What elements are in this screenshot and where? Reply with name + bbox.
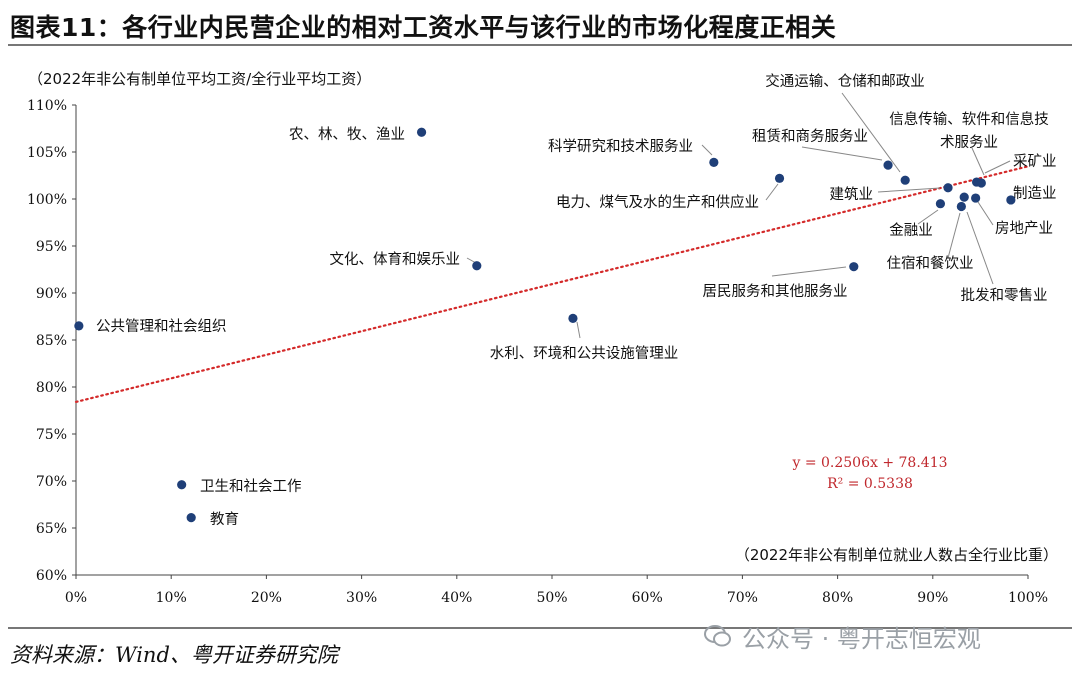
point-label: 采矿业 <box>1013 153 1057 170</box>
leader-line <box>971 147 985 176</box>
x-tick-label: 80% <box>822 590 853 606</box>
data-points <box>74 127 1016 523</box>
point-label: 金融业 <box>889 222 933 239</box>
y-tick-label: 75% <box>36 427 67 443</box>
leader-line <box>765 183 779 201</box>
y-tick-label: 95% <box>36 239 67 255</box>
x-tick-label: 100% <box>1008 590 1048 606</box>
data-point <box>900 175 910 185</box>
x-tick-label: 0% <box>65 590 87 606</box>
data-point <box>416 127 427 137</box>
trend-line <box>74 165 1030 404</box>
data-point <box>971 193 981 203</box>
leader-line <box>947 212 961 259</box>
point-label: 教育 <box>210 511 239 528</box>
y-tick-label: 100% <box>27 192 67 208</box>
y-axis-title: （2022年非公有制单位平均工资/全行业平均工资） <box>28 70 371 88</box>
leader-line <box>841 92 901 173</box>
trend-equation: y = 0.2506x + 78.413 <box>791 455 947 471</box>
x-tick-label: 10% <box>156 590 187 606</box>
point-label: 信息传输、软件和信息技术服务业 <box>889 111 1049 151</box>
data-point <box>959 192 969 202</box>
leader-line <box>917 209 939 225</box>
label-leaders <box>466 92 1011 339</box>
x-tick-label: 50% <box>536 590 567 606</box>
watermark: 公众号 · 粤开志恒宏观 <box>704 616 981 656</box>
y-tick-label: 90% <box>36 286 67 302</box>
data-point <box>935 199 946 209</box>
point-label: 文化、体育和娱乐业 <box>330 251 461 268</box>
data-point <box>849 262 859 272</box>
leader-line <box>966 211 994 285</box>
data-point <box>709 157 719 167</box>
point-label-line: 术服务业 <box>940 134 998 151</box>
x-axis-title: （2022年非公有制单位就业人数占全行业比重） <box>735 546 1058 564</box>
data-point <box>472 261 482 271</box>
y-tick-label: 65% <box>36 521 67 537</box>
r-squared: R² = 0.5338 <box>827 476 913 492</box>
leader-line <box>576 321 581 339</box>
data-point <box>943 183 953 193</box>
data-point <box>774 173 785 183</box>
source-note: 资料来源：Wind、粤开证券研究院 <box>10 643 338 667</box>
footer-divider <box>8 627 1072 629</box>
point-label: 租赁和商务服务业 <box>752 128 868 145</box>
y-tick-label: 60% <box>36 568 67 584</box>
x-tick-label: 90% <box>917 590 948 606</box>
point-label: 房地产业 <box>995 220 1053 237</box>
title-divider <box>8 44 1072 46</box>
point-label: 建筑业 <box>830 186 874 203</box>
x-tick-label: 70% <box>727 590 758 606</box>
point-label: 公共管理和社会组织 <box>96 318 227 335</box>
point-label-line: 信息传输、软件和信息技 <box>889 111 1049 128</box>
data-point <box>74 321 84 331</box>
wechat-icon <box>704 624 732 648</box>
point-label: 电力、煤气及水的生产和供应业 <box>556 193 759 211</box>
x-tick-label: 60% <box>632 590 663 606</box>
x-tick-label: 20% <box>251 590 282 606</box>
data-point <box>186 513 196 523</box>
y-tick-label: 105% <box>27 145 67 161</box>
point-label: 批发和零售业 <box>961 287 1048 304</box>
y-tick-label: 85% <box>36 333 67 349</box>
leader-line <box>877 187 941 193</box>
leader-line <box>771 266 847 277</box>
data-point <box>177 480 187 490</box>
leader-line <box>977 201 994 226</box>
x-tick-label: 40% <box>441 590 472 606</box>
scatter-chart: 60% 65% 70% 75% 80% 85% 90% 95% 100% 105% 110% 0% 10… <box>27 70 1058 606</box>
point-label: 农、林、牧、渔业 <box>289 126 405 143</box>
point-label: 交通运输、仓储和邮政业 <box>765 72 925 90</box>
leader-line <box>701 144 713 156</box>
point-label: 水利、环境和公共设施管理业 <box>490 344 679 362</box>
axes: 60% 65% 70% 75% 80% 85% 90% 95% 100% 105% 110% 0% 10… <box>27 98 1048 606</box>
data-point <box>956 201 966 212</box>
point-label: 制造业 <box>1013 185 1057 202</box>
watermark-text: 公众号 · 粤开志恒宏观 <box>742 624 981 653</box>
y-tick-label: 70% <box>36 474 67 490</box>
y-tick-label: 110% <box>27 98 67 114</box>
point-label: 科学研究和技术服务业 <box>548 138 693 155</box>
y-tick-label: 80% <box>36 380 67 396</box>
chart-title: 图表11：各行业内民营企业的相对工资水平与该行业的市场化程度正相关 <box>10 13 837 42</box>
x-tick-label: 30% <box>346 590 377 606</box>
point-label: 住宿和餐饮业 <box>887 255 974 272</box>
data-point <box>1006 195 1016 205</box>
leader-line <box>984 160 1011 174</box>
data-point <box>976 178 986 188</box>
point-label: 居民服务和其他服务业 <box>703 283 848 300</box>
trend-line-path <box>74 165 1030 404</box>
point-label: 卫生和社会工作 <box>200 478 302 495</box>
data-point <box>568 313 578 323</box>
data-point <box>883 160 893 170</box>
leader-line <box>801 146 883 161</box>
